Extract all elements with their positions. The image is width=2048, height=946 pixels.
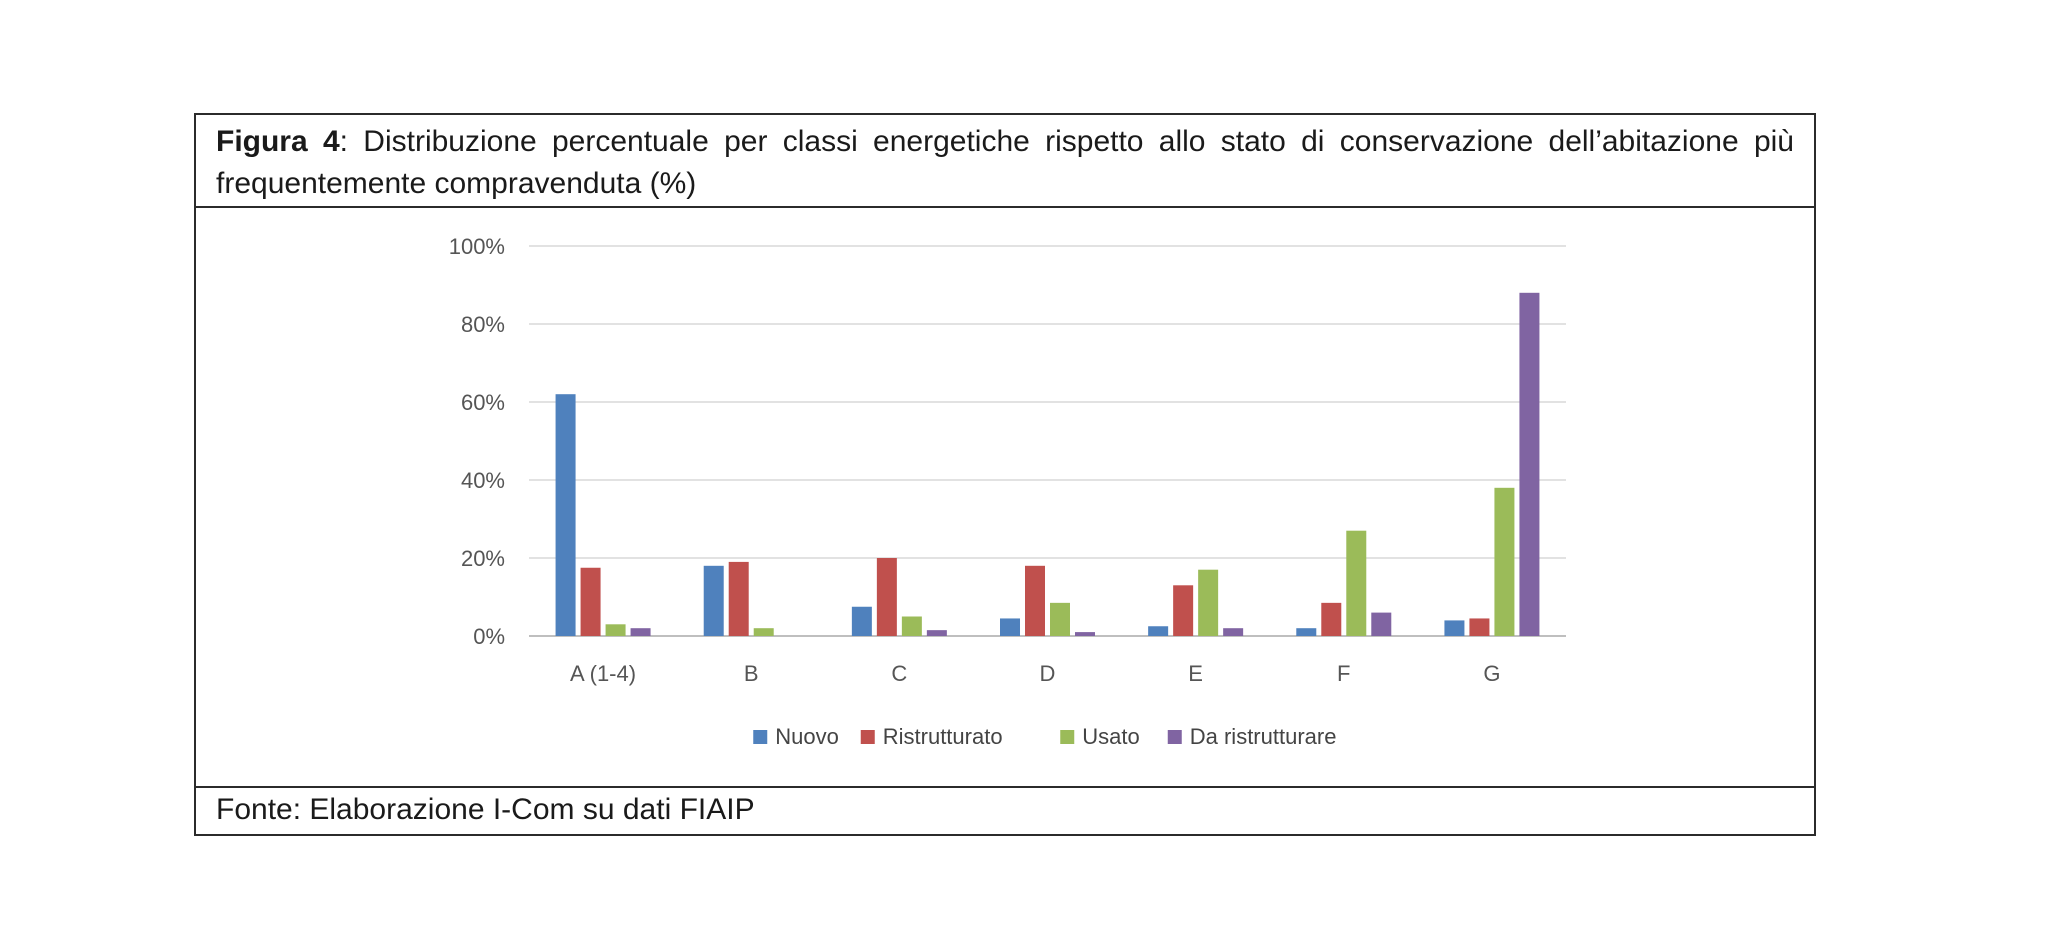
chart-area: 0% 20% 40% 60% 80% 100% A (1-4) B C D E F G Nuovo Rist… xyxy=(196,208,1814,787)
bar-nuovo xyxy=(1296,628,1317,636)
x-tick-label: D xyxy=(1040,661,1056,686)
x-tick-label: C xyxy=(891,661,907,686)
x-tick-label: B xyxy=(744,661,759,686)
bar-usato xyxy=(1050,602,1070,636)
bar-usato xyxy=(1198,569,1219,636)
bar-da-ristrutturare xyxy=(1519,292,1540,636)
bar-nuovo xyxy=(703,565,724,636)
y-tick-label: 40% xyxy=(461,468,505,493)
bar-ristrutturato xyxy=(1173,585,1194,636)
y-tick-label: 20% xyxy=(461,546,505,571)
legend-label: Da ristrutturare xyxy=(1190,724,1337,749)
bar-usato xyxy=(1346,530,1367,636)
bar-da-ristrutturare xyxy=(1223,628,1244,636)
bar-ristrutturato xyxy=(728,561,749,636)
bar-da-ristrutturare xyxy=(1075,632,1095,636)
figure-label: Figura 4 xyxy=(216,125,340,158)
bar-da-ristrutturare xyxy=(926,630,947,636)
bar-da-ristrutturare xyxy=(630,628,651,636)
x-tick-label: A (1-4) xyxy=(570,661,636,686)
bar-usato xyxy=(1494,487,1515,636)
y-tick-label: 80% xyxy=(461,312,505,337)
legend-label: Usato xyxy=(1082,724,1139,749)
legend-label: Nuovo xyxy=(775,724,839,749)
bar-nuovo xyxy=(1444,620,1465,636)
legend-swatch xyxy=(860,730,875,744)
bar-chart: 0% 20% 40% 60% 80% 100% A (1-4) B C D E F G Nuovo Rist… xyxy=(449,234,1566,749)
y-tick-label: 0% xyxy=(473,624,505,649)
y-tick-label: 100% xyxy=(449,234,505,259)
figure-box: Figura 4: Distribuzione percentuale per … xyxy=(194,113,1816,836)
bar-nuovo xyxy=(555,394,576,636)
bar-da-ristrutturare xyxy=(1371,612,1392,636)
bar-nuovo xyxy=(851,606,872,636)
bar-ristrutturato xyxy=(1025,565,1045,636)
bar-usato xyxy=(753,628,774,636)
legend-swatch xyxy=(1167,730,1182,744)
legend-swatch xyxy=(1060,730,1075,744)
y-tick-label: 60% xyxy=(461,390,505,415)
bar-ristrutturato xyxy=(580,567,601,636)
bar-ristrutturato xyxy=(1469,618,1490,636)
bar-ristrutturato xyxy=(1321,602,1342,636)
legend-label: Ristrutturato xyxy=(883,724,1003,749)
bar-nuovo xyxy=(1148,626,1169,636)
figure-caption: Figura 4: Distribuzione percentuale per … xyxy=(196,115,1814,208)
bar-nuovo xyxy=(1000,618,1020,636)
bar-ristrutturato xyxy=(876,558,897,636)
x-tick-label: E xyxy=(1188,661,1203,686)
legend-swatch xyxy=(753,730,768,744)
bar-usato xyxy=(605,624,626,636)
figure-caption-text: : Distribuzione percentuale per classi e… xyxy=(216,125,1794,200)
source-note: Fonte: Elaborazione I-Com su dati FIAIP xyxy=(196,786,1814,834)
x-tick-label: G xyxy=(1483,661,1500,686)
x-tick-label: F xyxy=(1337,661,1350,686)
bar-usato xyxy=(901,616,922,636)
